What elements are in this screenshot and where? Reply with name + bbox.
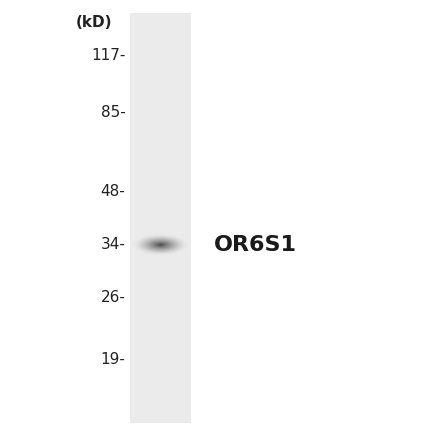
Ellipse shape (153, 242, 168, 248)
Ellipse shape (142, 238, 179, 252)
Ellipse shape (139, 236, 183, 253)
Ellipse shape (149, 240, 172, 249)
Ellipse shape (154, 242, 168, 247)
Ellipse shape (147, 240, 174, 250)
Ellipse shape (150, 241, 171, 249)
Ellipse shape (136, 235, 185, 254)
Ellipse shape (150, 240, 172, 249)
Ellipse shape (135, 235, 187, 255)
Ellipse shape (139, 236, 182, 253)
Ellipse shape (135, 235, 186, 254)
Ellipse shape (137, 236, 184, 254)
Text: 48-: 48- (101, 184, 125, 199)
Ellipse shape (140, 237, 181, 253)
Ellipse shape (145, 239, 176, 251)
Text: (kD): (kD) (76, 15, 112, 30)
Ellipse shape (136, 235, 185, 254)
Text: OR6S1: OR6S1 (213, 235, 297, 255)
Bar (130, 13, 191, 423)
Ellipse shape (138, 236, 183, 254)
Ellipse shape (154, 243, 167, 247)
Text: 85-: 85- (101, 105, 125, 120)
Ellipse shape (151, 241, 170, 248)
Ellipse shape (143, 238, 178, 251)
Ellipse shape (152, 241, 169, 248)
Ellipse shape (158, 244, 163, 246)
Ellipse shape (133, 234, 188, 255)
Ellipse shape (134, 235, 187, 255)
Text: 26-: 26- (100, 290, 125, 305)
Ellipse shape (148, 240, 173, 250)
Ellipse shape (152, 242, 169, 248)
Ellipse shape (157, 243, 165, 247)
Ellipse shape (146, 239, 176, 250)
Ellipse shape (141, 237, 180, 252)
Ellipse shape (160, 244, 161, 245)
Text: 117-: 117- (91, 48, 125, 63)
Text: 19-: 19- (100, 352, 125, 367)
Ellipse shape (157, 243, 164, 246)
Ellipse shape (146, 239, 175, 250)
Text: 34-: 34- (100, 237, 125, 252)
Ellipse shape (143, 238, 179, 252)
Ellipse shape (141, 237, 180, 252)
Ellipse shape (158, 244, 163, 246)
Ellipse shape (155, 243, 166, 247)
Ellipse shape (147, 239, 174, 250)
Ellipse shape (156, 243, 165, 247)
Ellipse shape (159, 244, 162, 245)
Ellipse shape (144, 239, 177, 251)
